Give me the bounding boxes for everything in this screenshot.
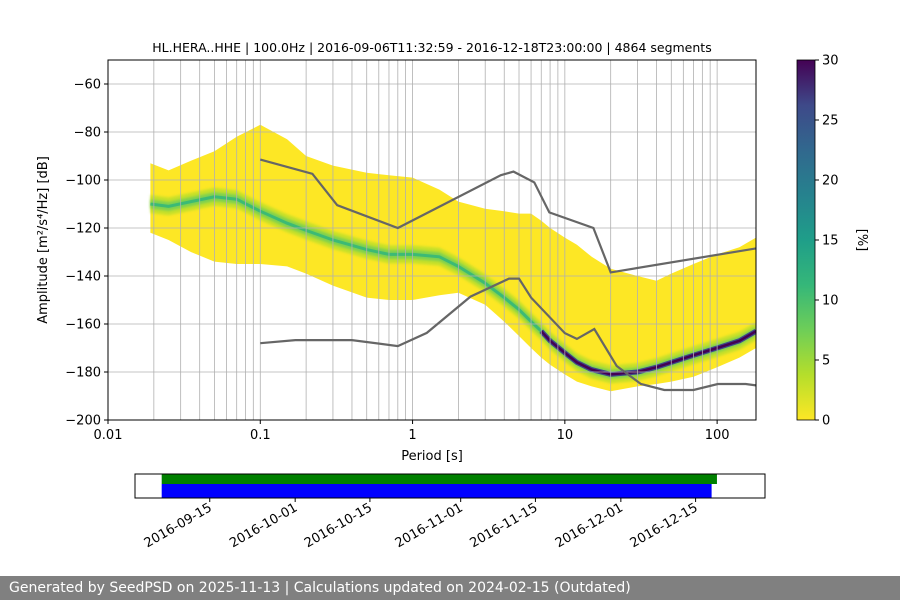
y-axis-label: Amplitude [m²/s⁴/Hz] [dB] [36,156,51,324]
timeline-axis: 2016-09-15 2016-10-01 2016-10-15 2016-11-01… [142,498,701,551]
y-tick-label: −200 [65,414,101,429]
y-tick-label: −140 [65,270,101,285]
low-noise-model [260,277,756,392]
x-tick-label: 0.01 [94,428,123,443]
x-tick-label: 100 [705,428,730,443]
high-noise-model [260,158,756,274]
colorbar-tick-label: 10 [822,294,839,309]
colorbar-label: [%] [854,229,869,252]
footer-text: Generated by SeedPSD on 2025-11-13 | Cal… [9,580,631,596]
y-tick-label: −160 [65,318,101,333]
timeline-tick-label: 2016-09-15 [142,500,215,551]
colorbar [796,59,816,421]
noise-models [260,158,756,392]
timeline-tick-label: 2016-12-01 [553,500,626,551]
y-tick-label: −60 [74,78,101,93]
chart-title: HL.HERA..HHE | 100.0Hz | 2016-09-06T11:3… [152,40,711,55]
timeline-frame [134,473,766,499]
y-tick-label: −100 [65,174,101,189]
colorbar-tick-label: 15 [822,234,839,249]
colorbar-tick-label: 20 [822,174,839,189]
timeline-tick-label: 2016-11-01 [393,500,466,551]
grid [108,60,756,420]
colorbar-tick-label: 30 [822,54,839,69]
x-axis: 0.01 0.1 1 10 100 [94,420,730,443]
x-tick-label: 10 [557,428,574,443]
timeline-tick-label: 2016-10-15 [302,500,375,551]
x-axis-label: Period [s] [401,449,463,464]
colorbar-tick-label: 5 [822,354,830,369]
y-axis: −200 −180 −160 −140 −120 −100 −80 −60 [65,78,108,429]
psd-band-low [150,187,756,384]
x-tick-label: 0.1 [250,428,271,443]
availability-timeline [161,474,717,498]
colorbar-tick-label: 0 [822,414,830,429]
timeline-tick-label: 2016-10-01 [227,500,300,551]
y-tick-label: −120 [65,222,101,237]
y-tick-label: −80 [74,126,101,141]
availability-bar [161,484,712,498]
psd-heatmap [150,124,756,392]
timeline-tick-label: 2016-11-15 [467,500,540,551]
y-tick-label: −180 [65,366,101,381]
footer-bar: Generated by SeedPSD on 2025-11-13 | Cal… [0,576,900,600]
x-tick-label: 1 [408,428,416,443]
colorbar-axis: 0 5 10 15 20 25 30 [815,54,839,429]
availability-bar [161,474,717,484]
colorbar-tick-label: 25 [822,114,839,129]
plot-frame [107,59,757,421]
timeline-tick-label: 2016-12-15 [628,500,701,551]
